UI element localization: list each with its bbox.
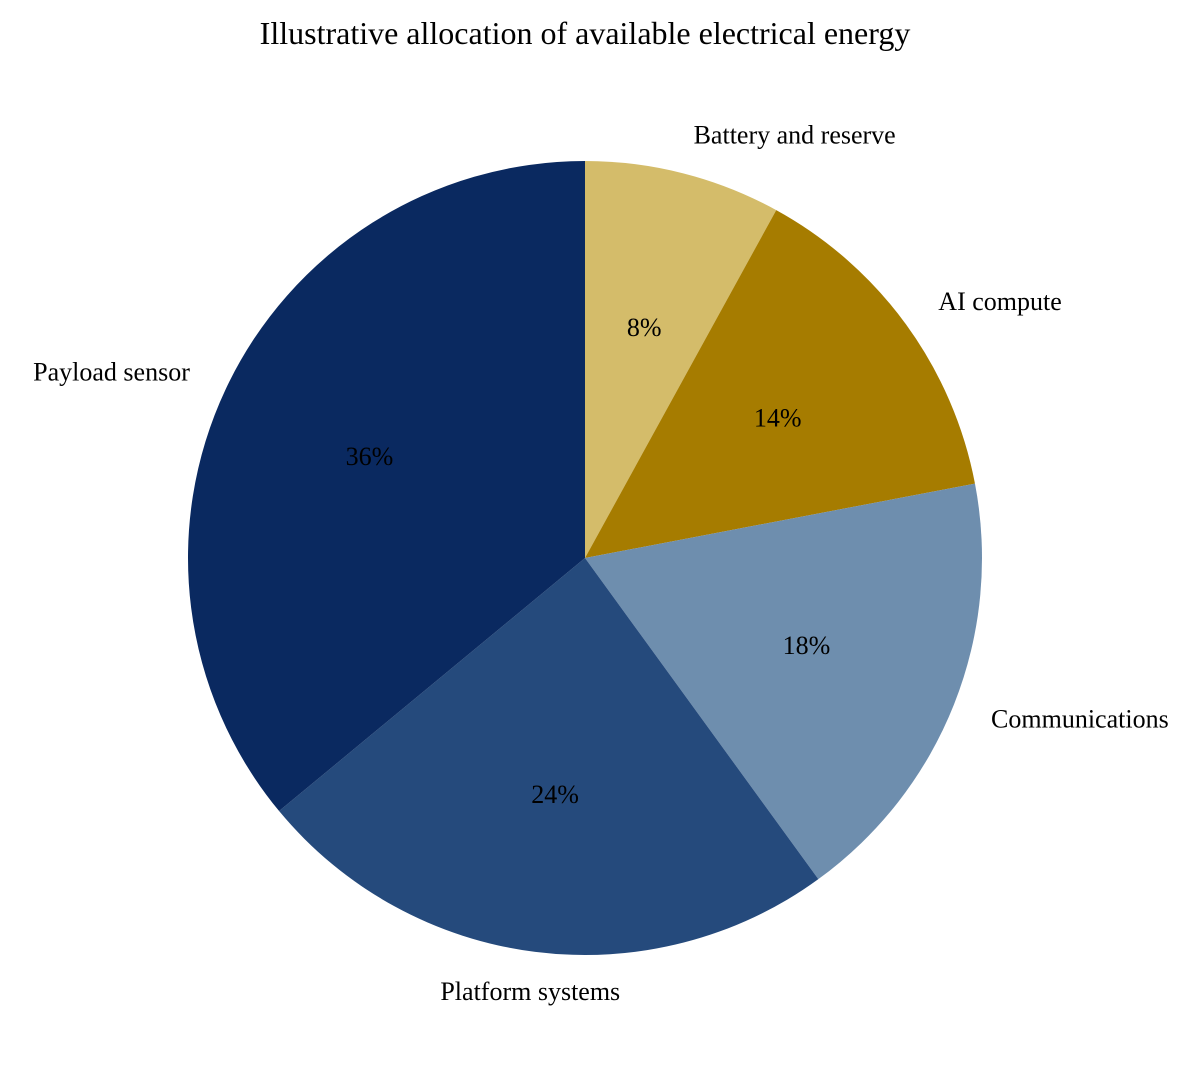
- pie-slice-communications: [585, 483, 982, 880]
- pie-slice-ai-compute: [585, 210, 975, 558]
- pct-label-platform-systems: 24%: [531, 780, 579, 809]
- pct-label-ai-compute: 14%: [754, 403, 802, 432]
- category-labels: Battery and reserve AI compute Communicati…: [33, 121, 1169, 1006]
- pct-label-payload-sensor: 36%: [346, 442, 394, 471]
- pct-label-communications: 18%: [783, 631, 831, 660]
- slice-label-communications: Communications: [991, 704, 1169, 733]
- pie-slice-battery-and-reserve: [585, 161, 777, 558]
- pie-slice-platform-systems: [279, 558, 819, 955]
- percentage-labels: 8% 14% 18% 24% 36%: [346, 313, 831, 809]
- slice-label-platform-systems: Platform systems: [440, 977, 620, 1006]
- slice-label-payload-sensor: Payload sensor: [33, 358, 190, 387]
- slice-label-ai-compute: AI compute: [938, 287, 1061, 316]
- pct-label-battery-and-reserve: 8%: [627, 313, 662, 342]
- slice-label-battery-and-reserve: Battery and reserve: [694, 121, 896, 150]
- pie-slice-payload-sensor: [188, 160, 585, 812]
- chart-title: Illustrative allocation of available ele…: [260, 15, 911, 51]
- pie-slices: [188, 160, 982, 955]
